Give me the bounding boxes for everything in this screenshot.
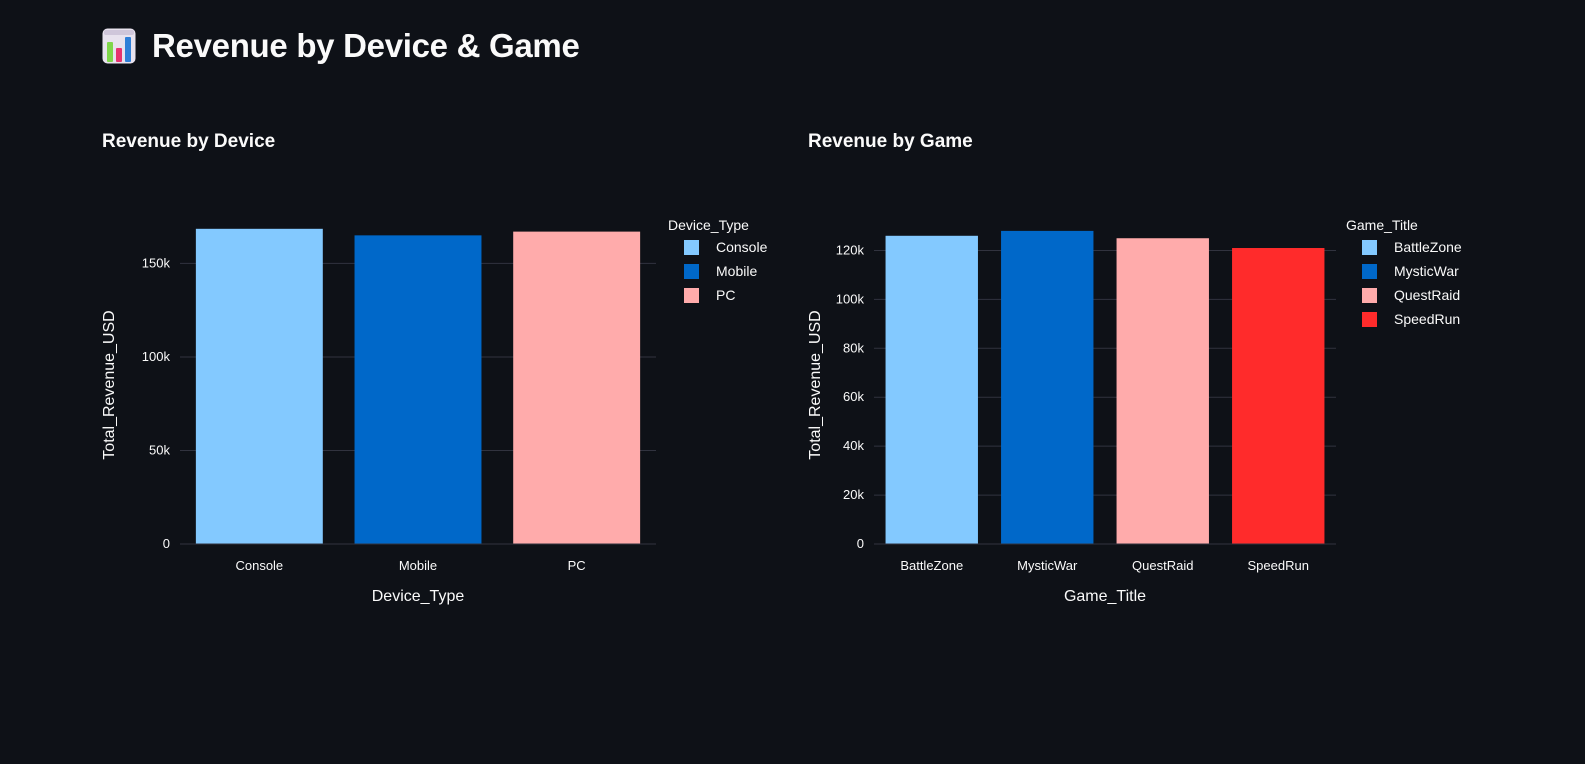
y-tick-label: 150k: [142, 255, 171, 270]
y-tick-label: 0: [857, 536, 864, 551]
legend-label[interactable]: PC: [716, 287, 735, 303]
y-tick-label: 80k: [843, 340, 864, 355]
x-tick-label: SpeedRun: [1248, 558, 1309, 573]
y-tick-label: 100k: [142, 349, 171, 364]
legend-label[interactable]: Mobile: [716, 263, 757, 279]
y-axis-title: Total_Revenue_USD: [101, 310, 118, 459]
legend-label[interactable]: Console: [716, 239, 768, 255]
y-tick-label: 60k: [843, 389, 864, 404]
x-tick-label: PC: [568, 558, 586, 573]
y-axis-title: Total_Revenue_USD: [807, 310, 824, 459]
legend-label[interactable]: BattleZone: [1394, 239, 1462, 255]
legend-swatch[interactable]: [1362, 240, 1377, 255]
x-axis-title: Game_Title: [1064, 588, 1146, 605]
device-revenue-plot[interactable]: 0 50k 100k 150k Console Mobile PC Device_Type To…: [101, 128, 802, 628]
legend-swatch[interactable]: [1362, 264, 1377, 279]
game-revenue-chart: Revenue by Game 0 20k 40k 60k 80k 100k 120k Bat…: [807, 128, 1508, 628]
bar-speedrun[interactable]: [1232, 248, 1325, 544]
legend-label[interactable]: MysticWar: [1394, 263, 1459, 279]
bar-console[interactable]: [195, 228, 323, 544]
legend-swatch[interactable]: [684, 240, 699, 255]
page-title: Revenue by Device & Game: [152, 27, 580, 64]
x-tick-label: Mobile: [399, 558, 437, 573]
bar-battlezone[interactable]: [885, 235, 978, 544]
y-tick-label: 40k: [843, 438, 864, 453]
game-revenue-plot[interactable]: 0 20k 40k 60k 80k 100k 120k BattleZone MysticWar…: [807, 128, 1508, 628]
legend-swatch[interactable]: [1362, 312, 1377, 327]
x-tick-label: QuestRaid: [1132, 558, 1193, 573]
legend-swatch[interactable]: [1362, 288, 1377, 303]
y-tick-label: 50k: [149, 442, 170, 457]
chart-subtitle: Revenue by Device: [102, 131, 276, 152]
bar-mysticwar[interactable]: [1001, 230, 1094, 544]
y-tick-label: 0: [163, 536, 170, 551]
y-tick-label: 100k: [836, 291, 865, 306]
x-tick-label: MysticWar: [1017, 558, 1078, 573]
legend-swatch[interactable]: [684, 288, 699, 303]
legend-title: Device_Type: [668, 217, 749, 233]
y-tick-label: 20k: [843, 487, 864, 502]
legend-label[interactable]: SpeedRun: [1394, 311, 1460, 327]
legend-label[interactable]: QuestRaid: [1394, 287, 1460, 303]
chart-subtitle: Revenue by Game: [808, 131, 973, 152]
bar-chart-emoji-icon: [102, 28, 136, 64]
legend-swatch[interactable]: [684, 264, 699, 279]
bar-mobile[interactable]: [354, 235, 482, 544]
x-axis-title: Device_Type: [372, 588, 465, 605]
bar-questraid[interactable]: [1116, 238, 1209, 544]
x-tick-label: BattleZone: [900, 558, 963, 573]
device-revenue-chart: Revenue by Device 0 50k 100k 150k Console Mob…: [101, 128, 802, 628]
y-tick-label: 120k: [836, 242, 865, 257]
page-header: Revenue by Device & Game: [102, 24, 580, 68]
legend-title: Game_Title: [1346, 217, 1418, 233]
bar-pc[interactable]: [513, 231, 641, 544]
x-tick-label: Console: [235, 558, 283, 573]
